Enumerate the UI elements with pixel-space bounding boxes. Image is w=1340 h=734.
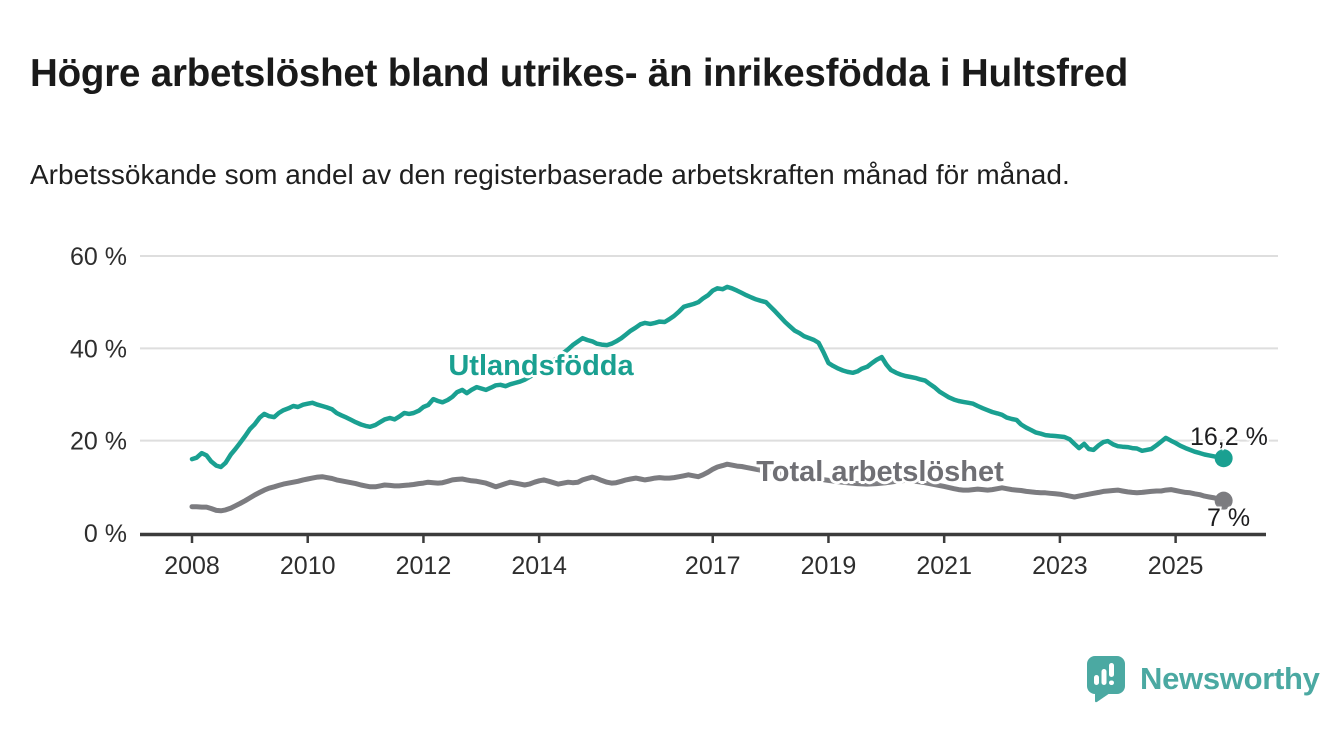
x-tick-label: 2008 [164,552,220,580]
utlandsfodda-end-dot [1214,449,1233,468]
x-tick-label: 2023 [1032,552,1088,580]
y-tick-label: 40 % [70,335,127,363]
x-tick-label: 2019 [801,552,857,580]
x-tick-label: 2021 [916,552,972,580]
newsworthy-bubble-chart-icon [1087,656,1125,703]
utlandsfodda-line [189,284,1226,470]
y-tick-label: 20 % [70,428,127,456]
newsworthy-wordmark: Newsworthy [1140,661,1320,696]
y-tick-label: 60 % [70,243,127,271]
newsworthy-logo: Newsworthy [1086,655,1320,703]
total-end-dot [1214,491,1233,510]
end-value-label-utlandsfodda: 16,2 % [1190,423,1268,451]
x-tick-label: 2025 [1148,552,1204,580]
x-tick-label: 2017 [685,552,741,580]
end-value-label-total: 7 % [1207,504,1251,532]
x-tick-label: 2010 [280,552,336,580]
chart-subtitle: Arbetssökande som andel av den registerb… [30,159,1070,190]
page-title: Högre arbetslöshet bland utrikes- än inr… [30,51,1129,95]
y-tick-label: 0 % [84,520,127,548]
series-label-utlandsfodda: Utlandsfödda [448,350,634,382]
x-tick-label: 2012 [396,552,452,580]
series-label-total-arbetsloshet: Total arbetslöshet [756,456,1004,488]
x-tick-label: 2014 [511,552,567,580]
total-line [189,461,1227,514]
line-chart: 0 % 20 % 40 % 60 % 2008 2010 2012 2014 2017 2019 2… [70,243,1278,580]
